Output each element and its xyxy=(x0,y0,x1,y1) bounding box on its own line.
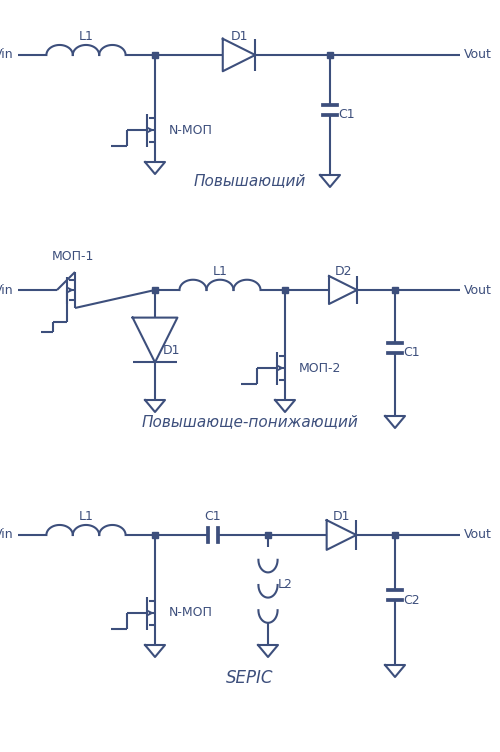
Text: N-МОП: N-МОП xyxy=(169,123,213,137)
Text: D1: D1 xyxy=(230,30,248,43)
Text: C1: C1 xyxy=(338,108,354,122)
Text: C2: C2 xyxy=(403,593,419,607)
Text: Vout: Vout xyxy=(464,48,492,62)
Text: L1: L1 xyxy=(212,265,228,278)
Text: МОП-2: МОП-2 xyxy=(299,362,342,374)
Text: L1: L1 xyxy=(78,30,94,43)
Text: Повышающе-понижающий: Повышающе-понижающий xyxy=(142,414,358,429)
Text: Vin: Vin xyxy=(0,48,14,62)
Text: L2: L2 xyxy=(278,578,293,592)
Text: Vout: Vout xyxy=(464,284,492,296)
Text: МОП-1: МОП-1 xyxy=(52,250,94,263)
Text: N-МОП: N-МОП xyxy=(169,607,213,620)
Text: L1: L1 xyxy=(78,510,94,523)
Text: Vin: Vin xyxy=(0,284,14,296)
Text: D1: D1 xyxy=(163,344,180,356)
Text: Vout: Vout xyxy=(464,529,492,541)
Text: C1: C1 xyxy=(204,510,221,523)
Text: Vin: Vin xyxy=(0,529,14,541)
Text: SEPIC: SEPIC xyxy=(226,669,274,687)
Text: D2: D2 xyxy=(334,265,352,278)
Text: C1: C1 xyxy=(403,347,419,359)
Text: D1: D1 xyxy=(333,510,350,523)
Text: Повышающий: Повышающий xyxy=(194,173,306,188)
